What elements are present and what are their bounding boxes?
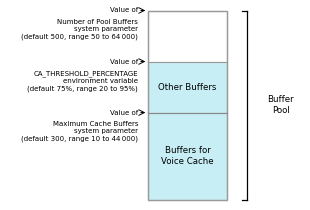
Text: Value of: Value of [110, 110, 138, 116]
Text: Maximum Cache Buffers
system parameter
(default 300, range 10 to 44 000): Maximum Cache Buffers system parameter (… [21, 121, 138, 142]
Text: Other Buffers: Other Buffers [158, 83, 217, 92]
Bar [148, 62, 227, 113]
Text: Number of Pool Buffers
system parameter
(default 500, range 50 to 64 000): Number of Pool Buffers system parameter … [21, 19, 138, 40]
Text: Value of: Value of [110, 59, 138, 64]
Text: Buffer
Pool: Buffer Pool [268, 95, 294, 115]
Text: Value of: Value of [110, 8, 138, 13]
Bar [148, 10, 227, 199]
Text: CA_THRESHOLD_PERCENTAGE
environment variable
(default 75%, range 20 to 95%): CA_THRESHOLD_PERCENTAGE environment vari… [27, 70, 138, 92]
Text: Buffers for
Voice Cache: Buffers for Voice Cache [161, 146, 214, 166]
Bar [148, 113, 227, 200]
Bar [148, 10, 227, 62]
